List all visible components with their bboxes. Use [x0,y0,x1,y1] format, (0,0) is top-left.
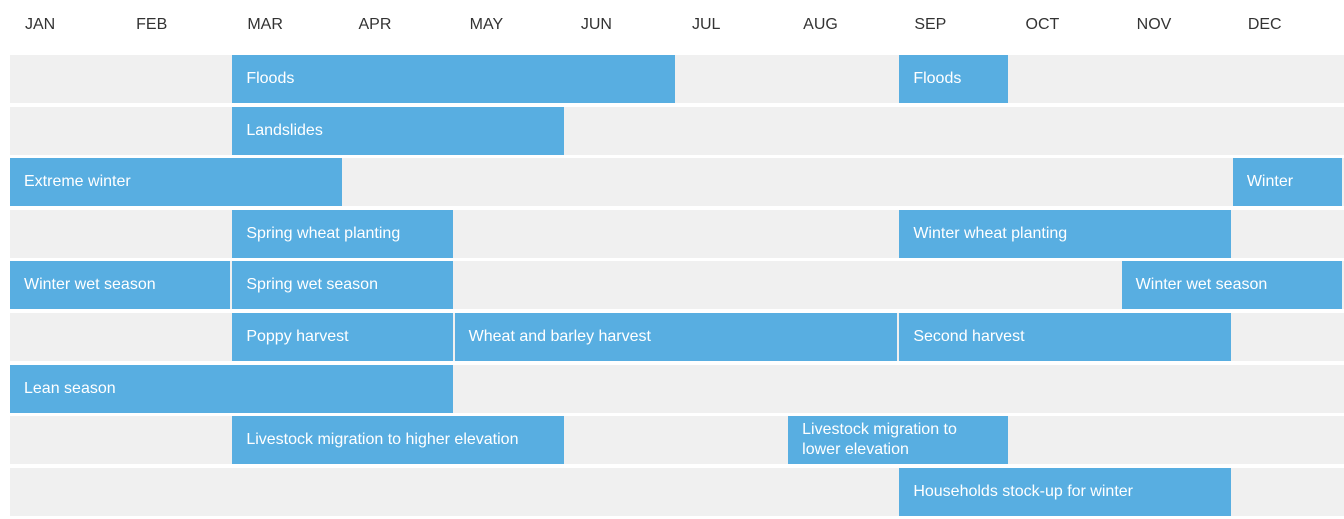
event-bar: Floods [232,55,675,103]
event-bar: Lean season [10,364,453,413]
row-background [10,416,1344,465]
row-background [10,55,1344,103]
event-bar: Winter wet season [10,261,231,310]
event-bar: Spring wheat planting [232,209,453,258]
month-label: OCT [1025,16,1060,33]
month-label: AUG [803,16,838,33]
month-label: JAN [25,16,56,33]
event-bar: Households stock-up for winter [899,467,1231,516]
event-bar: Winter [1232,158,1342,207]
event-bar: Spring wet season [232,261,453,310]
row-background [10,106,1344,155]
month-label: JUN [580,16,612,33]
month-label: FEB [136,16,168,33]
month-label: NOV [1136,16,1172,33]
event-bar: Livestock migration to lower elevation [788,416,1009,465]
event-bar: Extreme winter [10,158,342,207]
event-bar: Poppy harvest [232,313,453,361]
event-bar: Wheat and barley harvest [454,313,898,361]
month-label: MAY [469,16,504,33]
event-bar: Winter wheat planting [899,209,1231,258]
event-bar: Winter wet season [1121,261,1342,310]
month-label: APR [358,16,392,33]
event-bar: Landslides [232,106,564,155]
month-label: JUL [692,16,721,33]
event-bar: Floods [899,55,1009,103]
month-label: DEC [1247,16,1282,33]
event-bar: Second harvest [899,313,1231,361]
month-label: SEP [914,16,947,33]
month-label: MAR [247,16,283,33]
event-bar: Livestock migration to higher elevation [232,416,564,465]
